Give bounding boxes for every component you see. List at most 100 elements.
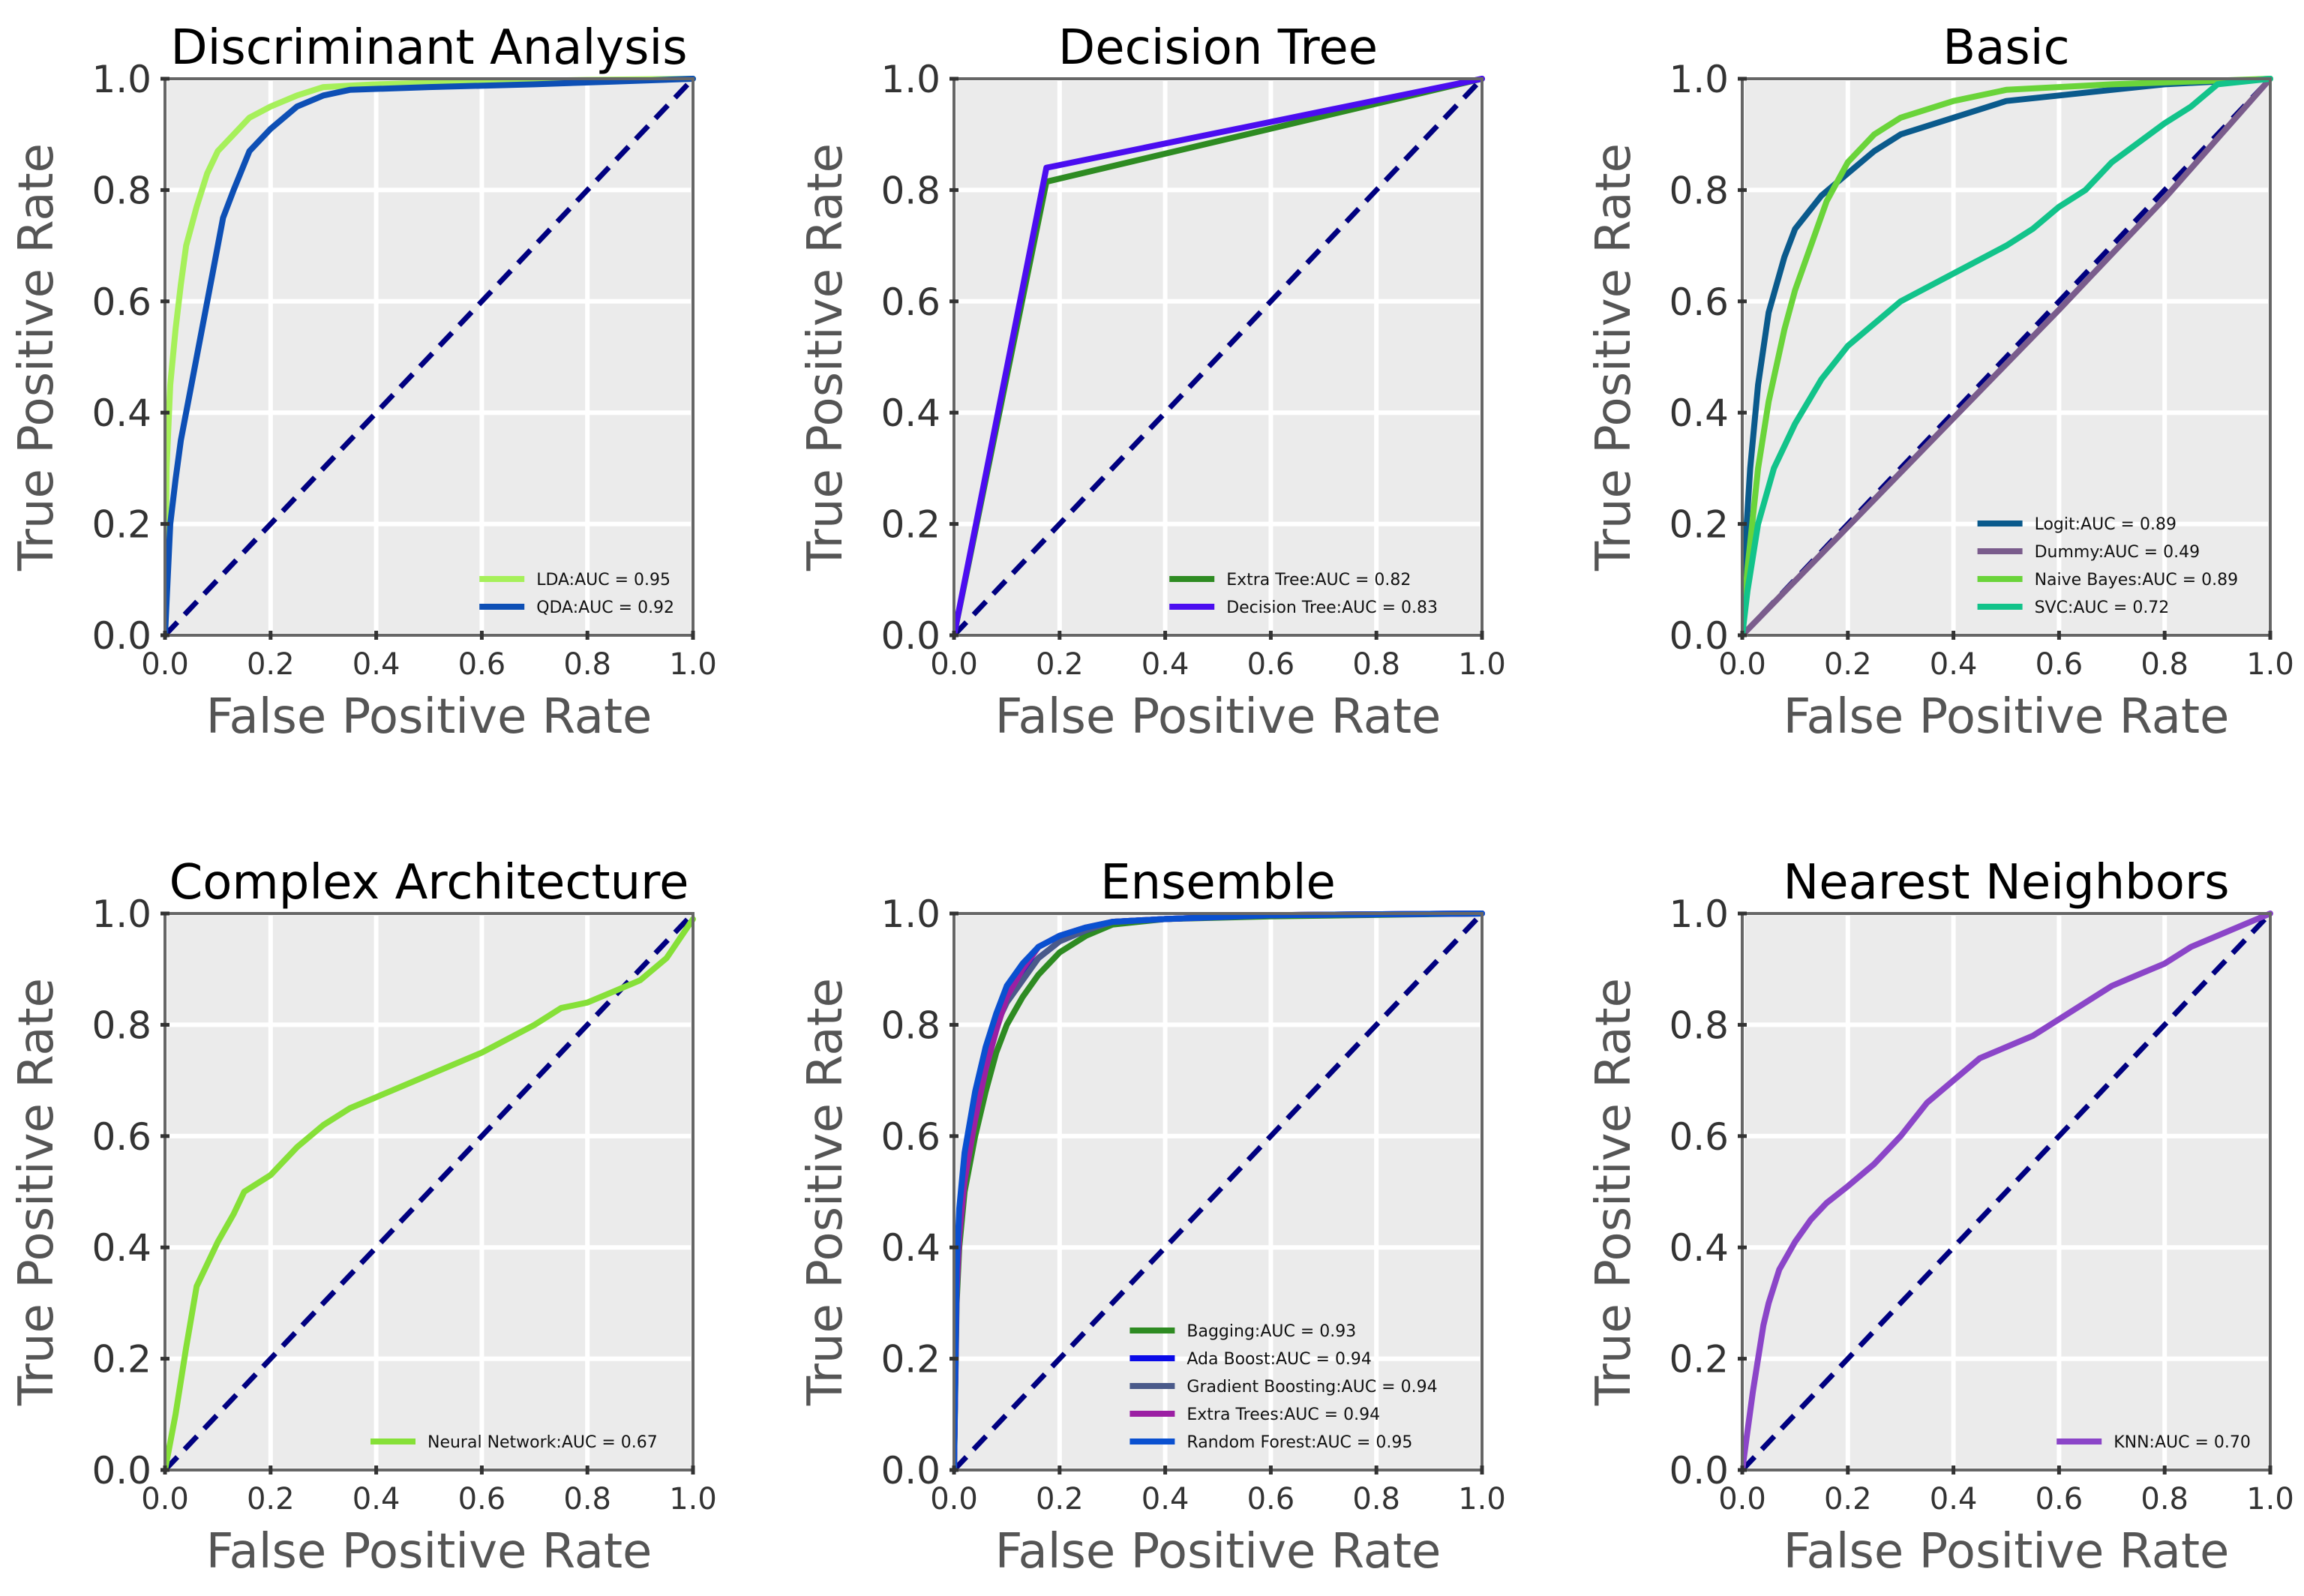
y-tick-label: 0.2 [92, 1338, 152, 1382]
x-tick-label: 0.0 [141, 647, 189, 682]
legend-label: Random Forest:AUC = 0.95 [1186, 1433, 1412, 1452]
y-tick-label: 0.2 [1669, 503, 1729, 547]
x-tick-label: 0.2 [247, 1482, 295, 1516]
plot-frame [164, 912, 694, 1472]
legend-label: Dummy:AUC = 0.49 [2035, 543, 2200, 562]
panel-title: Discriminant Analysis [170, 20, 687, 76]
legend: Extra Tree:AUC = 0.82 Decision Tree:AUC =… [1169, 571, 1438, 617]
chance-diagonal-line [165, 911, 695, 1472]
roc-curve-series-5 [954, 910, 1485, 1473]
x-tick-label: 1.0 [2246, 647, 2294, 682]
y-tick-label: 0.0 [880, 1449, 940, 1492]
x-axis-label: False Positive Rate [1784, 1524, 2230, 1580]
x-tick-label: 0.2 [247, 647, 295, 682]
y-tick-label: 1.0 [880, 892, 940, 936]
roc-curve-series-2 [165, 76, 696, 638]
y-tick-label: 0.2 [1669, 1338, 1729, 1382]
y-tick-label: 0.6 [1669, 1115, 1729, 1159]
y-tick-label: 0.6 [1669, 280, 1729, 324]
y-axis-label: True Positive Rate [1586, 978, 1642, 1406]
roc-panel-5: 0.0 0.2 0.4 0.6 0.8 1.0 0.0 0.2 0.4 0.6 0.8 1.0 Ense… [798, 855, 1506, 1580]
legend-label: Logit:AUC = 0.89 [2035, 515, 2176, 534]
x-tick-label: 0.4 [1930, 1482, 1978, 1516]
roc-curve-series-1 [1742, 910, 2273, 1473]
x-tick-label: 0.4 [352, 647, 400, 682]
x-tick-label: 0.6 [2036, 1482, 2084, 1516]
panel-title: Complex Architecture [170, 855, 689, 910]
y-tick-label: 0.6 [92, 280, 152, 324]
x-tick-label: 0.4 [1142, 647, 1190, 682]
y-tick-label: 1.0 [1669, 58, 1729, 101]
x-tick-label: 0.4 [1930, 647, 1978, 682]
legend: Logit:AUC = 0.89 Dummy:AUC = 0.49 Naive Ba… [1977, 515, 2238, 617]
plot-frame [952, 912, 1484, 1472]
panel-title: Decision Tree [1058, 20, 1378, 76]
x-tick-label: 0.4 [352, 1482, 400, 1516]
y-tick-label: 0.8 [92, 1004, 152, 1047]
legend: Bagging:AUC = 0.93 Ada Boost:AUC = 0.94 Gr… [1130, 1322, 1438, 1452]
chance-diagonal-line [954, 76, 1484, 638]
x-tick-label: 0.2 [1824, 647, 1872, 682]
legend-label: KNN:AUC = 0.70 [2114, 1433, 2251, 1452]
y-tick-label: 0.4 [92, 1226, 152, 1270]
y-tick-label: 0.4 [1669, 1226, 1729, 1270]
x-tick-label: 0.6 [458, 647, 506, 682]
roc-panel-2: 0.0 0.2 0.4 0.6 0.8 1.0 0.0 0.2 0.4 0.6 0.8 1.0 Deci… [798, 20, 1506, 745]
y-tick-label: 1.0 [880, 58, 940, 101]
x-axis-label: False Positive Rate [206, 689, 652, 745]
legend-label: Ada Boost:AUC = 0.94 [1186, 1350, 1372, 1369]
x-axis-label: False Positive Rate [995, 689, 1442, 745]
y-axis-label: True Positive Rate [798, 143, 854, 572]
y-tick-label: 0.6 [92, 1115, 152, 1159]
y-tick-label: 0.0 [92, 614, 152, 658]
x-tick-label: 0.6 [1247, 1482, 1295, 1516]
x-tick-label: 0.8 [563, 647, 611, 682]
legend-label: Extra Trees:AUC = 0.94 [1186, 1406, 1380, 1424]
x-tick-label: 0.0 [141, 1482, 189, 1516]
x-tick-label: 0.8 [1352, 1482, 1400, 1516]
legend-label: LDA:AUC = 0.95 [536, 571, 670, 590]
roc-curve-series-1 [1742, 76, 2273, 638]
chance-diagonal-line [954, 911, 1484, 1472]
y-tick-label: 0.4 [880, 1226, 940, 1270]
x-tick-label: 0.0 [930, 1482, 978, 1516]
x-tick-label: 1.0 [2246, 1482, 2294, 1516]
roc-curve-series-1 [165, 76, 696, 638]
x-axis-label: False Positive Rate [206, 1524, 652, 1580]
chance-diagonal-line [1742, 911, 2272, 1472]
roc-panel-3: 0.0 0.2 0.4 0.6 0.8 1.0 0.0 0.2 0.4 0.6 0.8 1.0 Basi… [1586, 20, 2294, 745]
y-tick-label: 0.2 [880, 1338, 940, 1382]
x-tick-label: 1.0 [669, 1482, 717, 1516]
y-tick-label: 0.6 [880, 1115, 940, 1159]
y-tick-label: 1.0 [1669, 892, 1729, 936]
roc-panel-1: 0.0 0.2 0.4 0.6 0.8 1.0 0.0 0.2 0.4 0.6 0.8 1.0 Disc… [9, 20, 717, 745]
y-tick-label: 0.8 [880, 1004, 940, 1047]
y-tick-label: 0.4 [92, 392, 152, 435]
y-tick-label: 0.6 [880, 280, 940, 324]
roc-curve-series-4 [1742, 76, 2273, 638]
y-tick-label: 0.0 [880, 614, 940, 658]
y-tick-label: 0.0 [92, 1449, 152, 1492]
y-tick-label: 0.2 [92, 503, 152, 547]
x-tick-label: 0.4 [1142, 1482, 1190, 1516]
x-tick-label: 0.6 [2036, 647, 2084, 682]
x-tick-label: 0.6 [1247, 647, 1295, 682]
x-tick-label: 0.2 [1036, 647, 1084, 682]
x-tick-label: 0.0 [1718, 1482, 1766, 1516]
plot-frame [952, 77, 1484, 637]
roc-curve-series-2 [1742, 76, 2273, 638]
legend-label: Neural Network:AUC = 0.67 [428, 1433, 658, 1452]
roc-panel-6: 0.0 0.2 0.4 0.6 0.8 1.0 0.0 0.2 0.4 0.6 0.8 1.0 Near… [1586, 855, 2294, 1580]
x-tick-label: 0.0 [1718, 647, 1766, 682]
x-tick-label: 0.6 [458, 1482, 506, 1516]
x-tick-label: 0.8 [563, 1482, 611, 1516]
x-tick-label: 0.2 [1824, 1482, 1872, 1516]
plot-frame [1741, 912, 2272, 1472]
plot-frame [164, 77, 694, 637]
x-tick-label: 0.8 [2140, 1482, 2188, 1516]
x-tick-label: 0.8 [2140, 647, 2188, 682]
legend: Neural Network:AUC = 0.67 [370, 1433, 658, 1452]
plot-frame [1741, 77, 2272, 637]
y-axis-label: True Positive Rate [798, 978, 854, 1406]
